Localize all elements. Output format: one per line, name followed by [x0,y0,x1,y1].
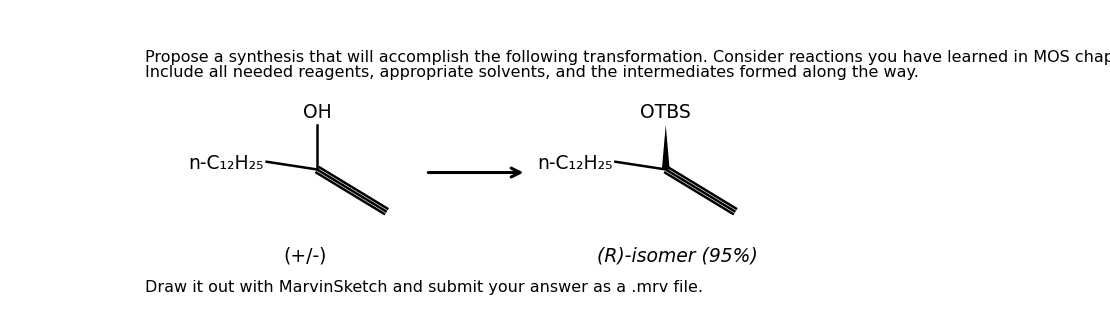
Text: Propose a synthesis that will accomplish the following transformation. Consider : Propose a synthesis that will accomplish… [145,50,1110,65]
Polygon shape [662,125,669,169]
Text: (R)-isomer (95%): (R)-isomer (95%) [597,246,758,266]
Text: (+/-): (+/-) [284,246,327,266]
Text: OH: OH [303,104,332,123]
Text: n-C₁₂H₂₅: n-C₁₂H₂₅ [188,154,263,173]
Text: n-C₁₂H₂₅: n-C₁₂H₂₅ [537,154,613,173]
Text: Include all needed reagents, appropriate solvents, and the intermediates formed : Include all needed reagents, appropriate… [145,65,919,80]
Text: OTBS: OTBS [640,104,692,123]
Text: Draw it out with MarvinSketch and submit your answer as a .mrv file.: Draw it out with MarvinSketch and submit… [145,280,703,295]
